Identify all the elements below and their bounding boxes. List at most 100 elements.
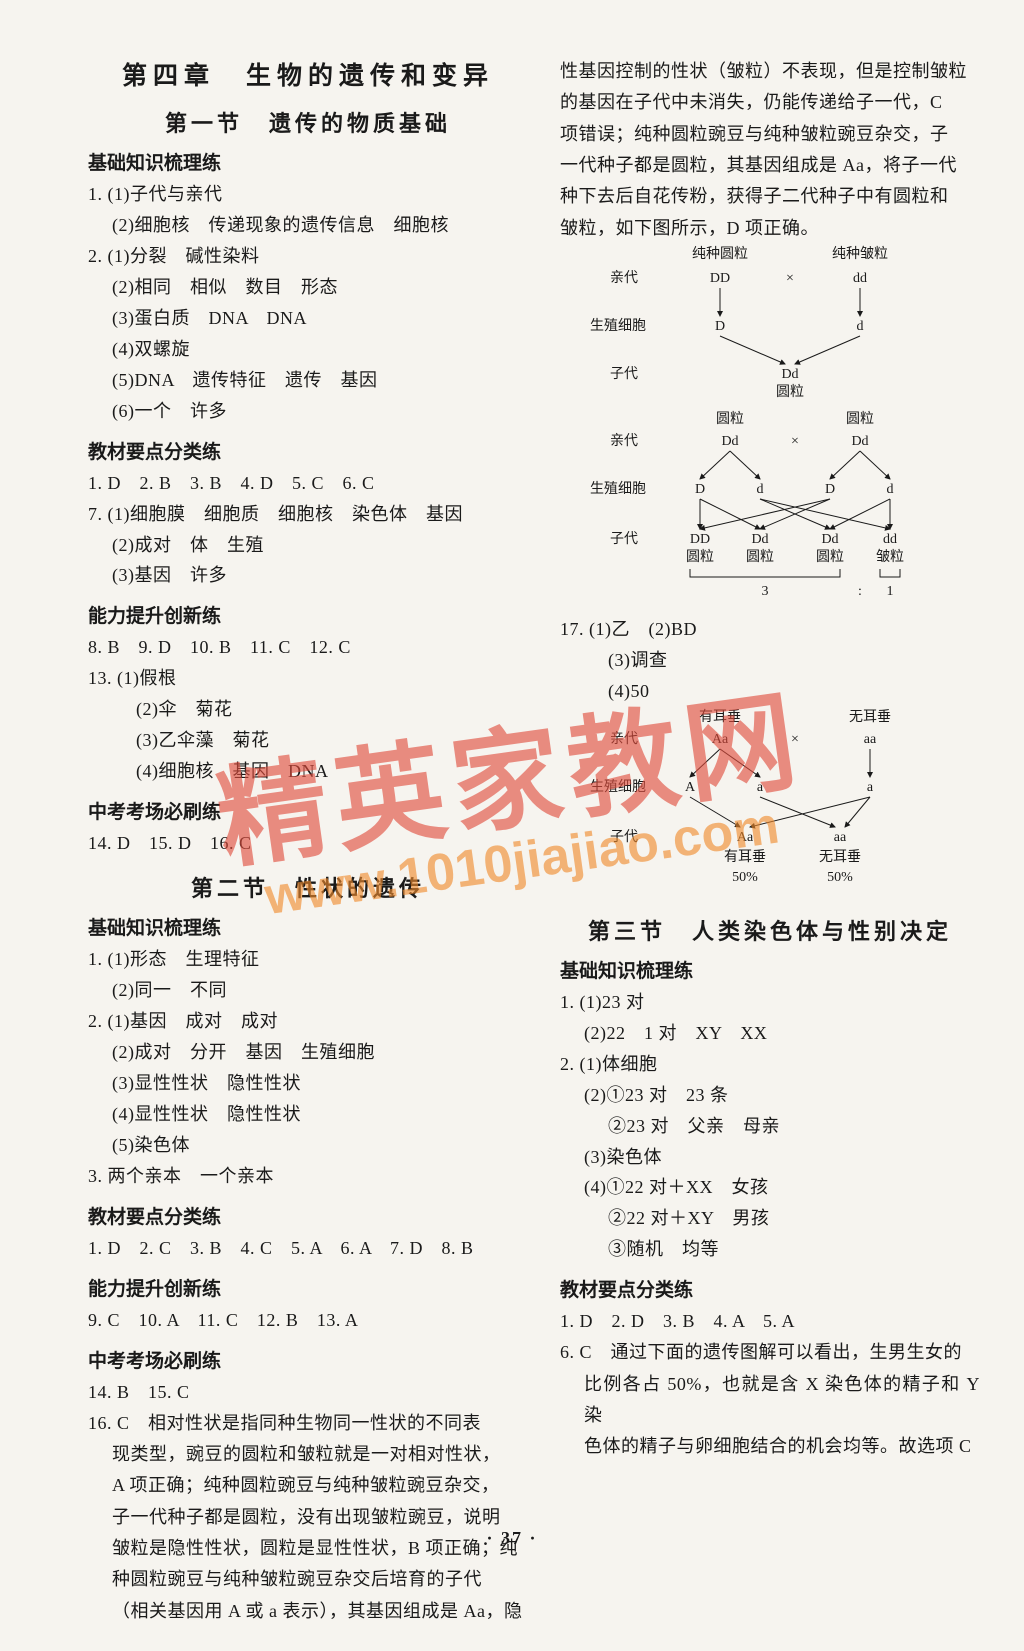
explanation-line: 种下去后自花传粉，获得子二代种子中有圆粒和	[560, 181, 980, 212]
answer-line: 7. (1)细胞膜 细胞质 细胞核 染色体 基因	[88, 499, 528, 530]
genotype: Aa	[737, 830, 754, 845]
answer-line: (4)①22 对＋XX 女孩	[560, 1172, 980, 1203]
page: 第四章 生物的遗传和变异 第一节 遗传的物质基础 基础知识梳理练 1. (1)子…	[0, 0, 1024, 1651]
row-label: 生殖细胞	[590, 317, 646, 334]
svg-text:×: ×	[791, 732, 799, 747]
genotype: Dd	[851, 434, 868, 449]
svg-text:×: ×	[791, 434, 799, 449]
phenotype: 圆粒	[686, 549, 714, 565]
genetics-diagram-ddself: 圆粒 圆粒 亲代 Dd × Dd 生殖细胞 D d D d	[560, 409, 980, 609]
label: 有耳垂	[699, 709, 741, 725]
row-label: 子代	[610, 366, 638, 382]
answer-line: (2)相同 相似 数目 形态	[88, 272, 528, 303]
genotype: Dd	[751, 532, 768, 547]
genotype: dd	[883, 532, 897, 547]
answer-line: 2. (1)分裂 碱性染料	[88, 241, 528, 272]
phenotype: 有耳垂	[724, 849, 766, 865]
genotype: aa	[864, 732, 877, 747]
section2-title: 第二节 性状的遗传	[88, 871, 528, 903]
explanation-line: 一代种子都是圆粒，其基因组成是 Aa，将子一代	[560, 150, 980, 181]
answer-line: 2. (1)基因 成对 成对	[88, 1006, 528, 1037]
genetics-diagram-earlobe: 有耳垂 无耳垂 亲代 Aa × aa 生殖细胞 A a a 子代 Aa aa	[560, 707, 980, 897]
explanation-line: （相关基因用 A 或 a 表示），其基因组成是 Aa，隐	[88, 1596, 528, 1627]
answer-line: 1. D 2. B 3. B 4. D 5. C 6. C	[88, 468, 528, 499]
section3-title: 第三节 人类染色体与性别决定	[560, 914, 980, 946]
answer-line: 2. (1)体细胞	[560, 1049, 980, 1080]
label: 圆粒	[716, 411, 744, 427]
ratio: 50%	[827, 870, 853, 885]
section3-sub1: 基础知识梳理练	[560, 956, 980, 983]
answer-line: 14. B 15. C	[88, 1377, 528, 1408]
gamete: D	[825, 482, 835, 497]
genotype: DD	[690, 532, 710, 547]
answer-line: (2)成对 分开 基因 生殖细胞	[88, 1037, 528, 1068]
section2-sub4: 中考考场必刷练	[88, 1346, 528, 1373]
gamete: d	[887, 482, 894, 497]
answer-line: (4)双螺旋	[88, 334, 528, 365]
answer-line: 17. (1)乙 (2)BD	[560, 614, 980, 645]
answer-line: (3)乙伞藻 菊花	[88, 725, 528, 756]
right-column: 性基因控制的性状（皱粒）不表现，但是控制皱粒 的基因在子代中未消失，仍能传递给子…	[560, 56, 980, 1627]
section1-title: 第一节 遗传的物质基础	[88, 106, 528, 138]
gamete: d	[857, 319, 864, 334]
gamete: D	[695, 482, 705, 497]
left-column: 第四章 生物的遗传和变异 第一节 遗传的物质基础 基础知识梳理练 1. (1)子…	[88, 56, 528, 1627]
gamete: a	[867, 780, 874, 795]
ratio-sep: :	[858, 584, 862, 599]
answer-line: (3)基因 许多	[88, 560, 528, 591]
chapter-title: 第四章 生物的遗传和变异	[88, 56, 528, 92]
explanation-line: 比例各占 50%，也就是含 X 染色体的精子和 Y 染	[560, 1369, 980, 1432]
explanation-line: 种圆粒豌豆与纯种皱粒豌豆杂交后培育的子代	[88, 1564, 528, 1595]
answer-line: (2)伞 菊花	[88, 694, 528, 725]
row-label: 生殖细胞	[590, 778, 646, 795]
genotype: Dd	[721, 434, 738, 449]
genotype: Dd	[821, 532, 838, 547]
answer-line: (2)成对 体 生殖	[88, 530, 528, 561]
genetics-diagram-ddxdd: 纯种圆粒 纯种皱粒 亲代 DD × dd 生殖细胞 D d 子代 Dd 圆粒	[560, 244, 980, 404]
explanation-line: 现类型，豌豆的圆粒和皱粒就是一对相对性状，	[88, 1439, 528, 1470]
gamete: A	[685, 780, 696, 795]
ratio: 50%	[732, 870, 758, 885]
answer-line: (5)染色体	[88, 1130, 528, 1161]
genotype: aa	[834, 830, 847, 845]
answer-line: (6)一个 许多	[88, 396, 528, 427]
answer-line: 3. 两个亲本 一个亲本	[88, 1161, 528, 1192]
explanation-line: 皱粒，如下图所示，D 项正确。	[560, 213, 980, 244]
answer-line: (3)蛋白质 DNA DNA	[88, 303, 528, 334]
row-label: 子代	[610, 829, 638, 845]
answer-line: 1. D 2. C 3. B 4. C 5. A 6. A 7. D 8. B	[88, 1233, 528, 1264]
answer-line: 9. C 10. A 11. C 12. B 13. A	[88, 1305, 528, 1336]
section1-sub4: 中考考场必刷练	[88, 797, 528, 824]
answer-line: (2)①23 对 23 条	[560, 1080, 980, 1111]
answer-line: 1. (1)形态 生理特征	[88, 944, 528, 975]
answer-line: (4)显性性状 隐性性状	[88, 1099, 528, 1130]
label: 纯种皱粒	[832, 246, 888, 262]
answer-line: 1. (1)23 对	[560, 987, 980, 1018]
answer-line: (5)DNA 遗传特征 遗传 基因	[88, 365, 528, 396]
genotype: dd	[853, 271, 867, 286]
ratio: 3	[762, 584, 769, 599]
explanation-line: 性基因控制的性状（皱粒）不表现，但是控制皱粒	[560, 56, 980, 87]
answer-line: ②22 对＋XY 男孩	[560, 1203, 980, 1234]
answer-line: (4)50	[560, 676, 980, 707]
section2-sub1: 基础知识梳理练	[88, 913, 528, 940]
section1-sub2: 教材要点分类练	[88, 437, 528, 464]
answer-line: 14. D 15. D 16. C	[88, 828, 528, 859]
explanation-line: 的基因在子代中未消失，仍能传递给子一代，C	[560, 87, 980, 118]
explanation-line: 项错误；纯种圆粒豌豆与纯种皱粒豌豆杂交，子	[560, 119, 980, 150]
gamete: a	[757, 780, 764, 795]
svg-text:×: ×	[786, 271, 794, 286]
row-label: 生殖细胞	[590, 480, 646, 497]
explanation-line: 色体的精子与卵细胞结合的机会均等。故选项 C	[560, 1431, 980, 1462]
answer-line: (2)细胞核 传递现象的遗传信息 细胞核	[88, 210, 528, 241]
answer-line: 1. D 2. D 3. B 4. A 5. A	[560, 1306, 980, 1337]
explanation-line: 16. C 相对性状是指同种生物同一性状的不同表	[88, 1408, 528, 1439]
explanation-line: A 项正确；纯种圆粒豌豆与纯种皱粒豌豆杂交，	[88, 1470, 528, 1501]
label: 无耳垂	[849, 709, 891, 725]
explanation-line: 6. C 通过下面的遗传图解可以看出，生男生女的	[560, 1337, 980, 1368]
page-number: · 37 ·	[0, 1528, 1024, 1549]
answer-line: 13. (1)假根	[88, 663, 528, 694]
genotype: DD	[710, 271, 730, 286]
answer-line: 1. (1)子代与亲代	[88, 179, 528, 210]
row-label: 子代	[610, 531, 638, 547]
